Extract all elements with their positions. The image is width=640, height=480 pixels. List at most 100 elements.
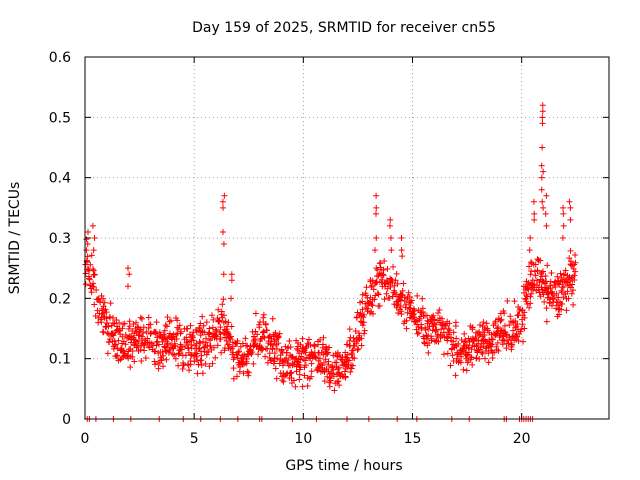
data-point xyxy=(113,316,120,323)
data-point xyxy=(380,266,387,273)
data-point xyxy=(566,198,573,205)
data-point xyxy=(103,315,110,322)
data-point xyxy=(560,210,567,217)
data-point xyxy=(334,378,341,385)
data-point xyxy=(250,360,257,367)
data-point xyxy=(163,356,170,363)
data-point xyxy=(278,348,285,355)
data-point xyxy=(359,306,366,313)
data-point xyxy=(326,370,333,377)
data-point xyxy=(521,314,528,321)
data-point xyxy=(389,278,396,285)
data-point xyxy=(514,321,521,328)
data-point xyxy=(476,355,483,362)
data-point xyxy=(205,348,212,355)
data-point xyxy=(245,372,252,379)
data-point xyxy=(345,357,352,364)
data-point xyxy=(537,293,544,300)
data-point xyxy=(340,362,347,369)
data-point xyxy=(421,339,428,346)
data-point xyxy=(89,222,96,229)
data-point xyxy=(266,350,273,357)
data-point xyxy=(296,371,303,378)
data-point xyxy=(406,304,413,311)
data-point xyxy=(498,316,505,323)
data-point xyxy=(531,210,538,217)
data-point xyxy=(531,216,538,223)
data-point xyxy=(465,349,472,356)
data-point xyxy=(262,353,269,360)
data-point xyxy=(527,259,534,266)
data-point xyxy=(195,361,202,368)
data-point xyxy=(225,319,232,326)
data-point xyxy=(198,352,205,359)
data-point xyxy=(376,302,383,309)
data-point xyxy=(319,344,326,351)
data-point xyxy=(569,281,576,288)
data-point xyxy=(349,362,356,369)
data-point xyxy=(326,344,333,351)
data-point xyxy=(388,247,395,254)
data-point xyxy=(521,309,528,316)
data-point xyxy=(439,333,446,340)
data-point xyxy=(190,337,197,344)
data-point xyxy=(288,369,295,376)
data-point xyxy=(375,291,382,298)
data-point xyxy=(173,331,180,338)
data-point xyxy=(212,326,219,333)
data-point xyxy=(326,383,333,390)
data-point xyxy=(100,295,107,302)
data-point xyxy=(302,349,309,356)
data-point xyxy=(531,281,538,288)
data-point xyxy=(147,321,154,328)
data-point xyxy=(90,283,97,290)
y-tick-label: 0.6 xyxy=(49,50,71,66)
data-point xyxy=(230,365,237,372)
data-point xyxy=(541,298,548,305)
data-point xyxy=(532,272,539,279)
data-point xyxy=(137,314,144,321)
data-point xyxy=(329,370,336,377)
data-point xyxy=(249,348,256,355)
data-point xyxy=(463,367,470,374)
data-point xyxy=(93,286,100,293)
data-point xyxy=(197,339,204,346)
data-point xyxy=(560,294,567,301)
data-point xyxy=(529,286,536,293)
data-point xyxy=(539,144,546,151)
data-point xyxy=(85,273,92,280)
data-point xyxy=(572,259,579,266)
data-point xyxy=(317,336,324,343)
data-point xyxy=(182,352,189,359)
data-point xyxy=(176,347,183,354)
data-point xyxy=(567,204,574,211)
data-point xyxy=(383,290,390,297)
data-point xyxy=(162,347,169,354)
data-point xyxy=(260,314,267,321)
data-point xyxy=(408,300,415,307)
data-point xyxy=(308,373,315,380)
data-point xyxy=(160,363,167,370)
data-point xyxy=(539,102,546,109)
data-point xyxy=(116,319,123,326)
data-point xyxy=(228,295,235,302)
data-point xyxy=(445,326,452,333)
data-point xyxy=(175,362,182,369)
data-point xyxy=(283,349,290,356)
data-point xyxy=(334,366,341,373)
data-point xyxy=(415,329,422,336)
data-point xyxy=(325,358,332,365)
data-point xyxy=(126,271,133,278)
data-point xyxy=(208,312,215,319)
data-point xyxy=(481,332,488,339)
data-point xyxy=(206,363,213,370)
data-point xyxy=(194,370,201,377)
data-point xyxy=(461,330,468,337)
data-point xyxy=(452,372,459,379)
data-point xyxy=(193,340,200,347)
data-point xyxy=(242,335,249,342)
data-point xyxy=(260,311,267,318)
data-point xyxy=(558,274,565,281)
data-point xyxy=(565,295,572,302)
